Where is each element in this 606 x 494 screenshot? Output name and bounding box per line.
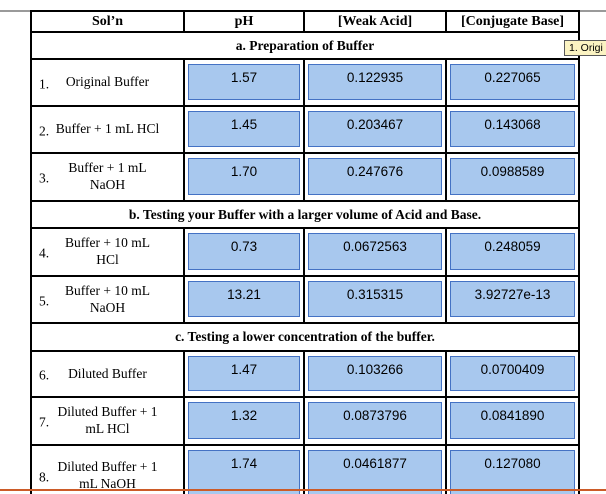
soln-cell: 5. Buffer + 10 mL NaOH — [32, 277, 183, 322]
soln-cell: 8. Diluted Buffer + 1 mL NaOH — [32, 446, 183, 494]
row-number: 2. — [39, 122, 50, 138]
ph-cell: 1.32 — [185, 398, 303, 444]
ph-input-field[interactable]: 1.74 — [188, 450, 300, 494]
row-number: 8. — [39, 469, 50, 485]
weak-acid-cell: 0.0672563 — [305, 229, 445, 275]
ph-cell: 1.70 — [185, 154, 303, 200]
weak-acid-input-field[interactable]: 0.247676 — [308, 158, 442, 195]
row-number: 5. — [39, 292, 50, 308]
row-number: 4. — [39, 245, 50, 261]
ph-input-field[interactable]: 1.57 — [188, 64, 300, 100]
weak-acid-input-field[interactable]: 0.315315 — [308, 281, 442, 317]
section-header-b: b. Testing your Buffer with a larger vol… — [32, 202, 578, 227]
ph-cell: 1.74 — [185, 446, 303, 494]
soln-cell: 2. Buffer + 1 mL HCl — [32, 107, 183, 152]
solution-label: Original Buffer — [65, 74, 150, 90]
ph-cell: 1.47 — [185, 352, 303, 396]
column-header-ph: pH — [185, 12, 303, 31]
conjugate-base-cell: 0.0988589 — [447, 154, 578, 200]
annotation-tooltip: 1. Origi — [564, 40, 606, 56]
row-number: 6. — [39, 367, 50, 383]
weak-acid-cell: 0.103266 — [305, 352, 445, 396]
conjugate-base-cell: 0.0700409 — [447, 352, 578, 396]
conjugate-base-cell: 0.0841890 — [447, 398, 578, 444]
conjugate-base-input-field[interactable]: 0.248059 — [450, 233, 575, 270]
conjugate-base-input-field[interactable]: 0.127080 — [450, 450, 575, 494]
conjugate-base-input-field[interactable]: 0.227065 — [450, 64, 575, 100]
conjugate-base-cell: 0.143068 — [447, 107, 578, 152]
weak-acid-cell: 0.203467 — [305, 107, 445, 152]
weak-acid-input-field[interactable]: 0.0461877 — [308, 450, 442, 494]
solution-label: Buffer + 1 mL HCl — [55, 121, 160, 137]
conjugate-base-input-field[interactable]: 0.0988589 — [450, 158, 575, 195]
buffer-results-table: Sol’n pH [Weak Acid] [Conjugate Base] a.… — [30, 10, 580, 494]
row-number: 3. — [39, 170, 50, 186]
ph-cell: 1.57 — [185, 60, 303, 105]
solution-label: Buffer + 10 mL NaOH — [65, 282, 150, 315]
conjugate-base-input-field[interactable]: 0.0700409 — [450, 356, 575, 391]
bottom-orange-divider — [0, 489, 606, 491]
solution-label: Buffer + 10 mL HCl — [65, 235, 150, 267]
weak-acid-cell: 0.122935 — [305, 60, 445, 105]
weak-acid-cell: 0.247676 — [305, 154, 445, 200]
section-header-c: c. Testing a lower concentration of the … — [32, 324, 578, 350]
conjugate-base-cell: 0.248059 — [447, 229, 578, 275]
ph-input-field[interactable]: 1.45 — [188, 111, 300, 147]
conjugate-base-input-field[interactable]: 0.143068 — [450, 111, 575, 147]
weak-acid-input-field[interactable]: 0.122935 — [308, 64, 442, 100]
soln-cell: 7. Diluted Buffer + 1 mL HCl — [32, 398, 183, 444]
table-grid: Sol’n pH [Weak Acid] [Conjugate Base] a.… — [30, 10, 580, 494]
section-header-a: a. Preparation of Buffer — [32, 33, 578, 58]
ph-cell: 0.73 — [185, 229, 303, 275]
conjugate-base-cell: 0.227065 — [447, 60, 578, 105]
ph-cell: 1.45 — [185, 107, 303, 152]
weak-acid-input-field[interactable]: 0.203467 — [308, 111, 442, 147]
column-header-weak-acid: [Weak Acid] — [305, 12, 445, 31]
soln-cell: 3. Buffer + 1 mL NaOH — [32, 154, 183, 200]
ph-input-field[interactable]: 1.70 — [188, 158, 300, 195]
weak-acid-input-field[interactable]: 0.0672563 — [308, 233, 442, 270]
solution-label: Diluted Buffer + 1 mL NaOH — [57, 459, 158, 491]
ph-input-field[interactable]: 0.73 — [188, 233, 300, 270]
ph-input-field[interactable]: 13.21 — [188, 281, 300, 317]
solution-label: Buffer + 1 mL NaOH — [68, 160, 147, 192]
solution-label: Diluted Buffer — [68, 365, 147, 381]
row-number: 1. — [39, 75, 50, 91]
weak-acid-cell: 0.0461877 — [305, 446, 445, 494]
soln-cell: 6. Diluted Buffer — [32, 352, 183, 396]
conjugate-base-cell: 0.127080 — [447, 446, 578, 494]
row-number: 7. — [39, 414, 50, 430]
weak-acid-input-field[interactable]: 0.0873796 — [308, 402, 442, 439]
weak-acid-input-field[interactable]: 0.103266 — [308, 356, 442, 391]
ph-input-field[interactable]: 1.32 — [188, 402, 300, 439]
solution-label: Diluted Buffer + 1 mL HCl — [57, 404, 158, 436]
conjugate-base-input-field[interactable]: 3.92727e-13 — [450, 281, 575, 317]
column-header-soln: Sol’n — [32, 12, 183, 31]
ph-input-field[interactable]: 1.47 — [188, 356, 300, 391]
conjugate-base-cell: 3.92727e-13 — [447, 277, 578, 322]
weak-acid-cell: 0.0873796 — [305, 398, 445, 444]
weak-acid-cell: 0.315315 — [305, 277, 445, 322]
conjugate-base-input-field[interactable]: 0.0841890 — [450, 402, 575, 439]
soln-cell: 1. Original Buffer — [32, 60, 183, 105]
ph-cell: 13.21 — [185, 277, 303, 322]
soln-cell: 4. Buffer + 10 mL HCl — [32, 229, 183, 275]
column-header-conjugate-base: [Conjugate Base] — [447, 12, 578, 31]
